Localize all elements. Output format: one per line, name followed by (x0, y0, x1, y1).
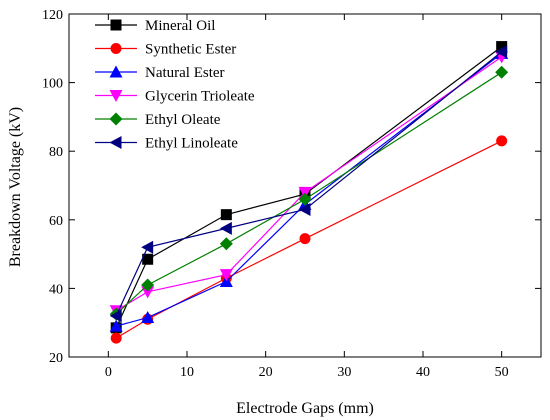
x-axis-label: Electrode Gaps (mm) (236, 400, 374, 417)
legend-label: Natural Ester (145, 65, 225, 81)
legend-marker (110, 43, 122, 54)
legend-label: Ethyl Linoleate (145, 136, 238, 152)
data-point-natural-ester (109, 319, 123, 332)
data-point-ethyl-oleate (141, 278, 155, 292)
data-point-synthetic-ester (299, 233, 311, 245)
series-layer (109, 41, 509, 344)
legend-marker (109, 90, 123, 102)
legend-marker (109, 136, 122, 149)
legend-marker (109, 112, 123, 126)
series-synthetic-ester (110, 135, 508, 344)
legend-label: Glycerin Trioleate (145, 89, 255, 105)
data-point-natural-ester (141, 311, 155, 324)
legend-item-glycerin-trioleate: Glycerin Trioleate (95, 89, 255, 105)
data-point-ethyl-oleate (219, 237, 233, 251)
data-point-ethyl-oleate (495, 65, 509, 79)
plot-frame (68, 13, 542, 358)
legend-item-mineral-oil: Mineral Oil (95, 18, 215, 34)
data-point-synthetic-ester (496, 135, 508, 147)
x-tick-label: 0 (105, 365, 112, 380)
y-tick-label: 120 (42, 8, 63, 23)
legend-item-ethyl-linoleate: Ethyl Linoleate (95, 136, 238, 152)
legend-marker (110, 19, 122, 31)
legend-label: Mineral Oil (145, 18, 215, 34)
data-point-ethyl-oleate (298, 192, 312, 206)
legend-item-natural-ester: Natural Ester (95, 65, 225, 81)
legend: Mineral Oil Synthetic Ester Natural Ester G… (95, 18, 255, 152)
x-tick-label: 40 (416, 365, 430, 380)
series-ethyl-linoleate (109, 45, 508, 323)
data-point-synthetic-ester (110, 332, 122, 344)
data-point-mineral-oil (220, 209, 232, 221)
x-tick-label: 20 (259, 365, 273, 380)
legend-item-synthetic-ester: Synthetic Ester (95, 42, 236, 58)
y-axis-label: Breakdown Voltage (kV) (7, 107, 24, 267)
data-point-mineral-oil (496, 41, 508, 53)
y-tick-label: 20 (49, 351, 63, 366)
x-tick-label: 50 (495, 365, 509, 380)
y-tick-label: 80 (49, 145, 63, 160)
legend-label: Synthetic Ester (145, 42, 236, 58)
y-tick-label: 40 (49, 282, 63, 297)
legend-marker (109, 65, 123, 78)
data-point-glycerin-trioleate (141, 286, 155, 299)
y-tick-label: 60 (49, 214, 63, 229)
legend-label: Ethyl Oleate (145, 112, 221, 128)
x-tick-label: 30 (337, 365, 351, 380)
data-point-glycerin-trioleate (219, 269, 233, 282)
data-point-ethyl-linoleate (219, 221, 232, 235)
data-point-ethyl-linoleate (298, 203, 311, 217)
data-point-mineral-oil (142, 253, 154, 265)
plot-area: 0 10 20 30 40 50 20 40 60 80 100 120 (42, 8, 542, 380)
data-point-ethyl-linoleate (141, 240, 154, 254)
y-tick-label: 100 (42, 77, 63, 92)
legend-item-ethyl-oleate: Ethyl Oleate (95, 112, 221, 128)
data-point-ethyl-linoleate (495, 45, 508, 59)
x-tick-label: 10 (180, 365, 194, 380)
data-point-ethyl-linoleate (109, 309, 122, 323)
